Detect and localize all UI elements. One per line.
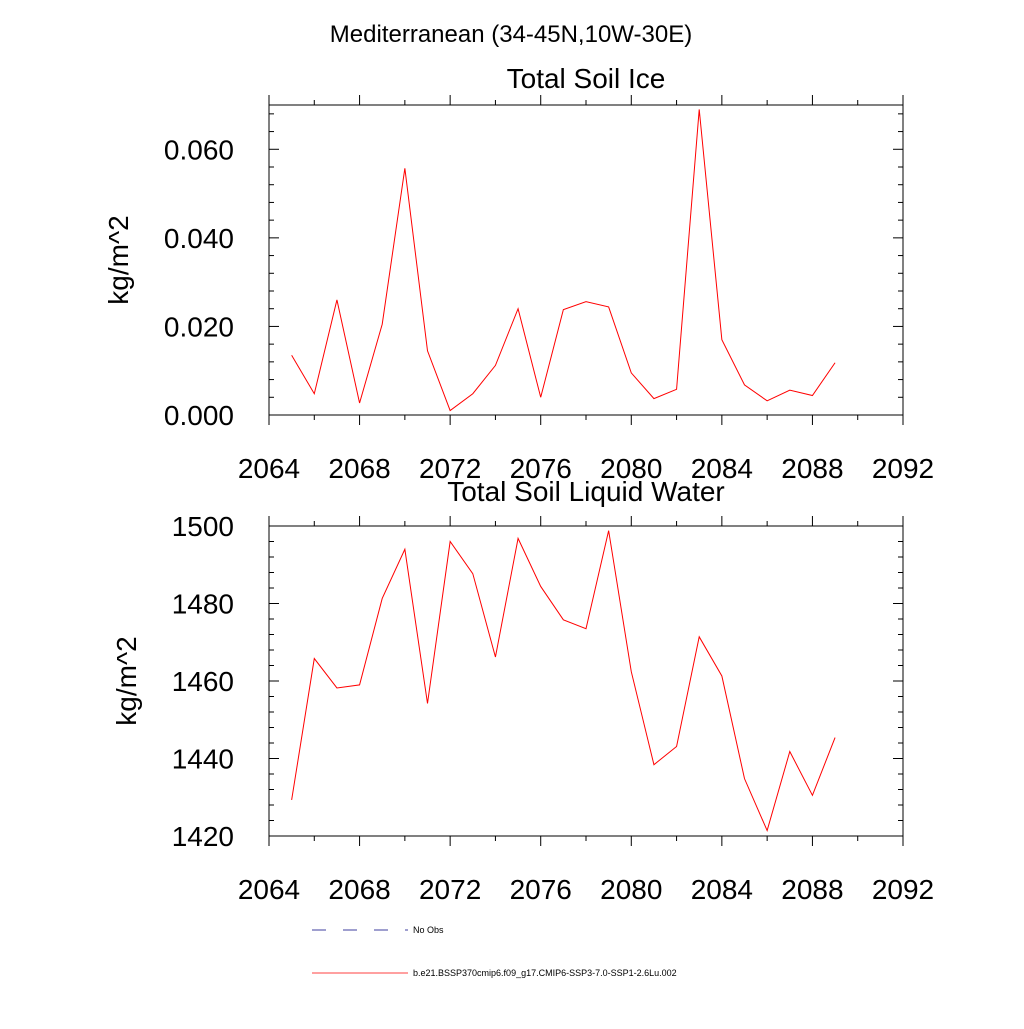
x-tick-label: 2092	[872, 453, 934, 484]
x-tick-label: 2064	[238, 453, 300, 484]
y-tick-label: 0.020	[164, 311, 234, 342]
chart-title: Total Soil Liquid Water	[447, 476, 725, 507]
legend-label-no-obs: No Obs	[413, 925, 444, 935]
x-tick-label: 2092	[872, 874, 934, 905]
x-tick-label: 2068	[328, 874, 390, 905]
x-tick-label: 2072	[419, 874, 481, 905]
x-tick-label: 2088	[781, 874, 843, 905]
figure-title: Mediterranean (34-45N,10W-30E)	[330, 21, 692, 48]
plot-frame	[268, 104, 904, 416]
x-tick-label: 2088	[781, 453, 843, 484]
panel-total-soil-liquid-water: Total Soil Liquid Water 2064 2068 2072 2076 2…	[111, 476, 934, 905]
x-tick-label: 2084	[691, 453, 753, 484]
x-tick-label: 2072	[419, 453, 481, 484]
y-tick-label: 1480	[172, 589, 234, 620]
series-line-total-soil-ice	[291, 109, 836, 412]
y-tick-label: 1420	[172, 821, 234, 852]
y-tick-label: 0.060	[164, 134, 234, 165]
panel-total-soil-ice: Total Soil Ice 2064 2068 2072 2076 2080 2084 20…	[103, 63, 934, 484]
y-tick-label: 1500	[172, 511, 234, 542]
y-tick-label: 1460	[172, 666, 234, 697]
y-tick-label: 0.040	[164, 223, 234, 254]
y-tick-label: 0.000	[164, 400, 234, 431]
x-tick-label: 2076	[510, 874, 572, 905]
x-tick-label: 2084	[691, 874, 753, 905]
x-tick-label: 2068	[328, 453, 390, 484]
legend: No Obs b.e21.BSSP370cmip6.f09_g17.CMIP6-…	[312, 925, 677, 978]
x-tick-label: 2080	[600, 874, 662, 905]
chart-title: Total Soil Ice	[507, 63, 666, 94]
y-axis-label: kg/m^2	[103, 215, 134, 304]
series-line-total-soil-liquid-water	[291, 530, 836, 833]
x-tick-label: 2080	[600, 453, 662, 484]
x-tick-label: 2064	[238, 874, 300, 905]
y-tick-label: 1440	[172, 744, 234, 775]
plot-frame	[268, 525, 904, 837]
legend-label-model-run: b.e21.BSSP370cmip6.f09_g17.CMIP6-SSP3-7.…	[413, 968, 677, 978]
y-axis-label: kg/m^2	[111, 636, 142, 725]
x-tick-label: 2076	[510, 453, 572, 484]
